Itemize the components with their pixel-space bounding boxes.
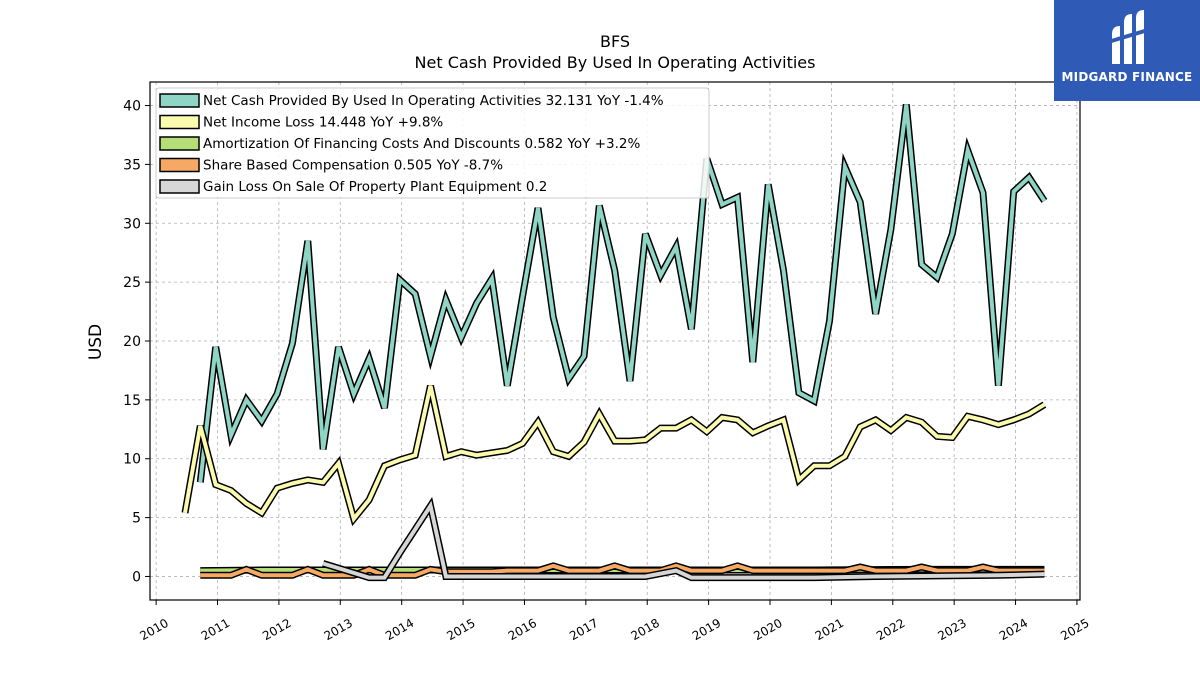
series-line-outline [181, 384, 1047, 527]
x-tick-label: 2025 [1058, 616, 1091, 643]
x-tick-label: 2014 [383, 616, 416, 643]
brand-name: MIDGARD FINANCE [1061, 70, 1193, 84]
x-axis: 2010 2011 2012 2013 2014 2015 2016 2017 2018 2019… [137, 600, 1092, 643]
x-tick-label: 2021 [813, 616, 846, 643]
x-tick-label: 2020 [751, 616, 784, 643]
series-line [322, 500, 1045, 580]
brand-logo: MIDGARD FINANCE [1054, 0, 1200, 101]
x-tick-label: 2010 [137, 616, 170, 643]
legend-swatch [159, 93, 200, 108]
series-group [181, 103, 1048, 582]
y-axis-label: USD [86, 324, 106, 360]
y-tick-label: 15 [123, 393, 141, 409]
series-4 [322, 496, 1045, 582]
legend-entry: Share Based Compensation 0.505 YoY -8.7% [203, 158, 503, 174]
y-tick-label: 0 [132, 569, 141, 585]
x-tick-label: 2015 [444, 616, 477, 643]
legend-swatch [159, 157, 200, 173]
legend-box [155, 87, 710, 199]
series-0 [196, 103, 1048, 483]
series-3 [200, 562, 1045, 579]
x-tick-label: 2016 [506, 616, 539, 643]
x-tick-label: 2023 [935, 616, 968, 643]
legend-entry: Amortization Of Financing Costs And Disc… [203, 136, 640, 152]
logo-mark-icon [1107, 10, 1149, 64]
x-tick-label: 2012 [260, 616, 293, 643]
x-tick-label: 2022 [874, 616, 907, 643]
legend-swatch [159, 136, 200, 151]
x-tick-label: 2011 [199, 616, 232, 643]
legend-entry: Net Cash Provided By Used In Operating A… [203, 93, 664, 109]
x-tick-label: 2024 [997, 616, 1030, 643]
y-tick-label: 10 [123, 452, 141, 468]
y-tick-label: 30 [123, 216, 141, 232]
chart-subtitle: Net Cash Provided By Used In Operating A… [415, 53, 816, 72]
y-tick-label: 20 [123, 334, 141, 350]
x-tick-label: 2017 [567, 616, 600, 643]
legend-entry: Gain Loss On Sale Of Property Plant Equi… [203, 179, 547, 195]
x-tick-label: 2013 [322, 616, 355, 643]
legend: Net Cash Provided By Used In Operating A… [155, 87, 710, 199]
series-line [200, 563, 1045, 578]
legend-entry: Net Income Loss 14.448 YoY +9.8% [203, 115, 443, 131]
y-tick-label: 40 [123, 99, 141, 115]
x-tick-label: 2018 [629, 616, 662, 643]
y-axis: 0 5 10 15 20 25 30 35 40 [123, 99, 150, 585]
y-tick-label: 5 [132, 511, 141, 527]
series-line [183, 385, 1046, 524]
series-1 [181, 384, 1047, 527]
chart-title: BFS [600, 32, 630, 51]
legend-swatch [159, 179, 200, 194]
legend-swatch [159, 114, 200, 130]
y-tick-label: 35 [123, 157, 141, 173]
series-line [198, 104, 1047, 483]
x-tick-label: 2019 [690, 616, 723, 643]
y-tick-label: 25 [123, 275, 141, 291]
